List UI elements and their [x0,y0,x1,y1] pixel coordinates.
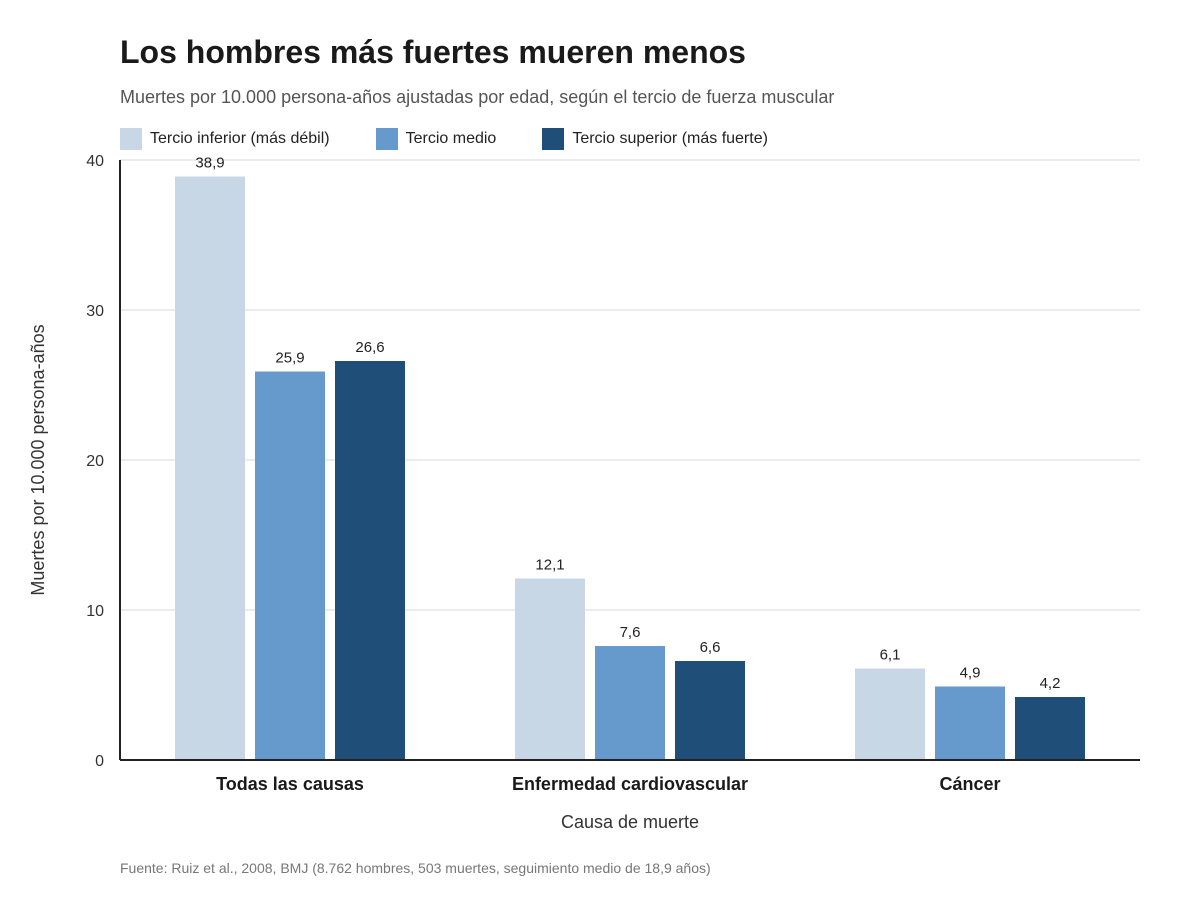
value-label: 7,6 [620,624,641,641]
bar-inferior [855,668,925,760]
bar-superior [675,661,745,760]
y-tick-label: 10 [86,603,104,620]
legend-label-superior: Tercio superior (más fuerte) [572,130,768,147]
value-label: 6,1 [880,647,901,664]
y-tick-label: 0 [95,753,104,770]
value-label: 6,6 [700,639,721,656]
bar-medio [595,646,665,760]
y-tick-label: 40 [86,153,104,170]
bar-medio [255,371,325,760]
x-axis-title: Causa de muerte [561,812,699,832]
source-note: Fuente: Ruiz et al., 2008, BMJ (8.762 ho… [120,860,711,876]
category-label: Cáncer [939,774,1000,794]
legend-swatch-inferior [120,128,142,150]
bar-inferior [175,176,245,760]
y-axis-title: Muertes por 10.000 persona-años [28,324,48,595]
legend-label-inferior: Tercio inferior (más débil) [150,130,330,147]
legend-item-superior: Tercio superior (más fuerte) [542,128,768,150]
value-label: 12,1 [535,557,564,574]
legend-swatch-superior [542,128,565,150]
bars [175,176,1085,760]
legend-item-inferior: Tercio inferior (más débil) [120,128,330,150]
value-label: 25,9 [275,350,304,367]
value-label: 26,6 [355,339,384,356]
value-label: 4,2 [1040,675,1061,692]
category-label: Enfermedad cardiovascular [512,774,748,794]
chart-title: Los hombres más fuertes mueren menos [120,34,746,70]
category-label: Todas las causas [216,774,364,794]
bar-medio [935,686,1005,760]
value-label: 4,9 [960,665,981,682]
x-axis-categories: Todas las causas Enfermedad cardiovascula… [216,774,1000,794]
legend-item-medio: Tercio medio [375,128,497,150]
bar-superior [1015,697,1085,760]
legend: Tercio inferior (más débil) Tercio medio… [120,127,814,151]
value-labels: 38,9 25,9 26,6 12,1 7,6 6,6 6,1 4,9 4,2 [195,155,1060,693]
y-axis-ticks: 0 10 20 30 40 [86,153,104,770]
y-tick-label: 20 [86,453,104,470]
y-tick-label: 30 [86,303,104,320]
bar-superior [335,361,405,760]
value-label: 38,9 [195,155,224,172]
legend-label-medio: Tercio medio [405,130,497,147]
bar-inferior [515,578,585,760]
chart-subtitle: Muertes por 10.000 persona-años ajustada… [120,87,835,107]
legend-swatch-medio [375,128,398,150]
